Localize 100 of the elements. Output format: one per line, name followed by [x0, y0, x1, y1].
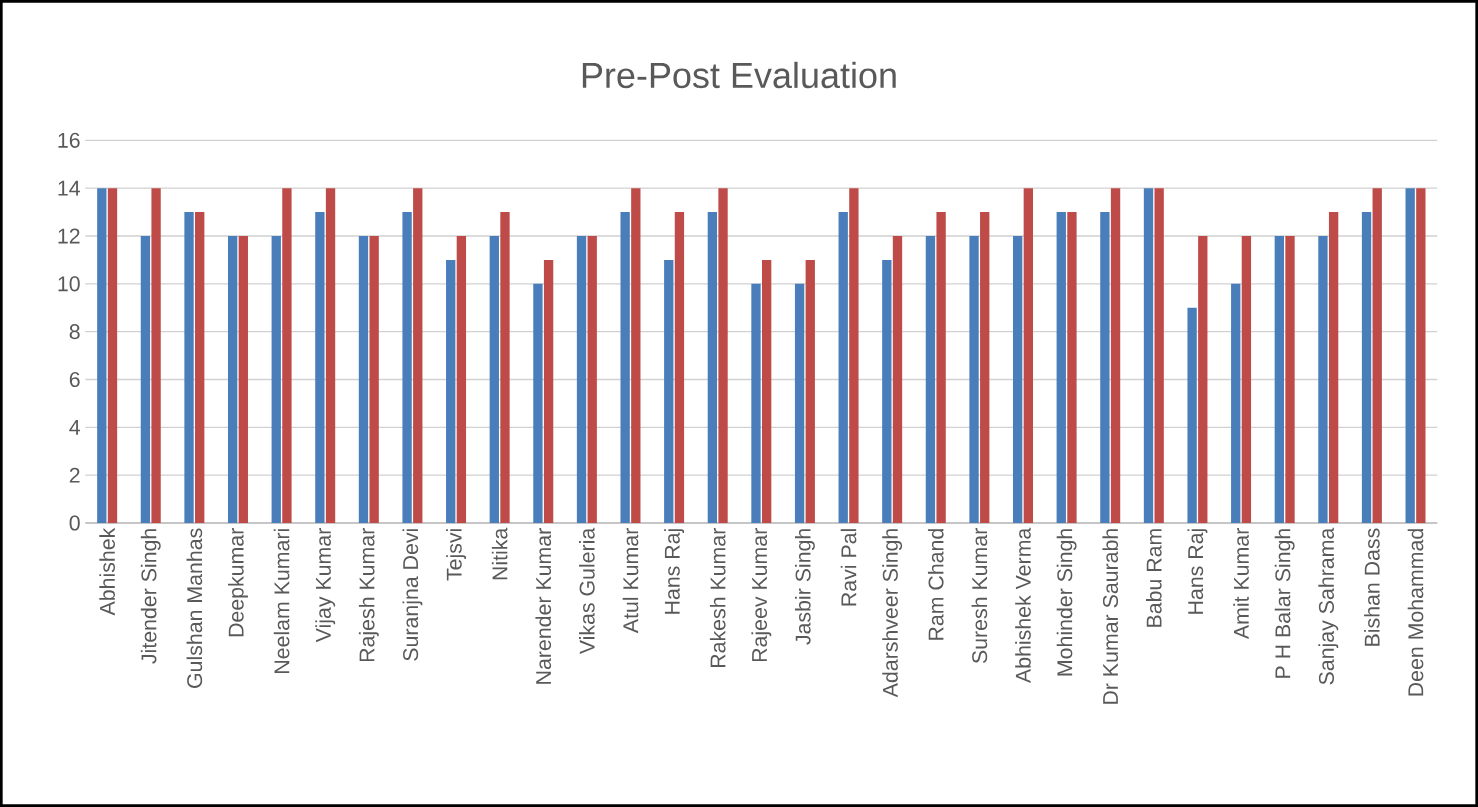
bar [1285, 236, 1295, 523]
x-tick-label: Bishan Dass [1364, 528, 1380, 646]
bar [576, 236, 587, 523]
x-tick-label: Amit Kumar [1233, 528, 1249, 640]
bar [238, 236, 248, 523]
x-tick-label: Ram Chand [927, 529, 944, 640]
bar [1067, 212, 1077, 523]
bar [1013, 236, 1023, 523]
bar [664, 259, 674, 523]
bar [587, 236, 597, 523]
bar [892, 236, 903, 523]
x-tick-label: Rajesh Kumar [358, 528, 379, 662]
bar [151, 188, 161, 523]
x-tick-label: Tejsvi [446, 529, 466, 581]
bar [620, 212, 630, 523]
bar [1241, 236, 1252, 523]
y-tick-label: 16 [58, 132, 80, 148]
bar [107, 188, 118, 523]
bar [489, 236, 499, 523]
bar [761, 259, 772, 523]
x-tick-label: Babu Ram [1146, 529, 1162, 627]
bar [282, 188, 292, 523]
bar [97, 188, 107, 523]
bar [358, 236, 369, 523]
bar [1328, 212, 1339, 523]
y-tick-label: 6 [69, 371, 80, 388]
bar [1187, 307, 1197, 523]
y-tick-label: 14 [58, 180, 80, 196]
bar [925, 236, 936, 523]
bar [936, 212, 946, 523]
bar [674, 212, 685, 523]
bar [1274, 236, 1284, 523]
bar [1231, 283, 1241, 523]
x-tick-label: Mohinder Singh [1056, 529, 1077, 676]
bar [969, 236, 979, 523]
bar [1372, 188, 1382, 523]
x-tick-label: Suranjna Devi [402, 529, 423, 661]
x-tick-label: Rajeev Kumar [751, 528, 772, 662]
x-tick-label: Nitika [491, 527, 508, 580]
bar [718, 188, 728, 523]
x-tick-label: Ravi Pal [840, 529, 857, 606]
x-tick-label: Dr Kumar Saurabh [1102, 529, 1119, 704]
x-tick-label: Suresh Kumar [971, 528, 988, 664]
bar [1405, 188, 1415, 523]
bar [849, 188, 859, 523]
bar [1154, 188, 1164, 523]
x-tick-label: Atul Kumar [622, 528, 639, 634]
bar [1023, 188, 1033, 523]
x-tick-label: Narender Kumar [535, 528, 552, 684]
bar [1100, 212, 1110, 523]
bar [543, 259, 554, 523]
bar [227, 236, 238, 523]
y-tick-label: 0 [69, 515, 80, 531]
bar [794, 283, 805, 523]
bar [751, 283, 761, 523]
x-tick-label: Vikas Guleria [579, 527, 595, 655]
x-tick-label: Deepkumar [228, 528, 248, 637]
bar [533, 283, 543, 523]
bar [805, 259, 815, 523]
x-tick-label: Hans Raj [1187, 529, 1208, 614]
bar [631, 188, 641, 523]
y-tick-label: 10 [58, 276, 80, 292]
x-tick-label: Gulshan Manhas [186, 528, 203, 688]
bar [1198, 236, 1208, 523]
bar [315, 212, 325, 523]
bar [838, 212, 848, 523]
bar [1361, 212, 1372, 523]
bar [500, 212, 510, 523]
bar [402, 212, 412, 523]
bar [1318, 236, 1328, 523]
bar [325, 188, 336, 523]
bar [195, 212, 205, 523]
x-tick-label: Deen Mohammad [1407, 529, 1424, 696]
x-tick-label: Adarshveer Singh [882, 529, 903, 698]
bar [413, 188, 423, 523]
bar [446, 259, 456, 523]
bar [1056, 212, 1066, 523]
bar [184, 212, 194, 523]
x-tick-label: Neelam Kumari [273, 529, 290, 673]
x-tick-label: Hans Raj [664, 529, 685, 614]
x-tick-label: Sanjay Sahrama [1318, 527, 1339, 685]
bar [1416, 188, 1426, 523]
bar [707, 212, 718, 523]
y-tick-label: 2 [69, 467, 80, 483]
x-tick-label: Jitender Singh [140, 529, 161, 664]
bar [1143, 188, 1154, 523]
x-tick-label: Abhishek Verma [1015, 527, 1031, 684]
bar [271, 236, 281, 523]
x-tick-label: Abhishek [99, 527, 115, 616]
y-tick-label: 8 [69, 324, 80, 340]
x-tick-label: Jasbir Singh [795, 529, 815, 645]
bar [980, 212, 990, 523]
y-tick-label: 12 [58, 228, 80, 244]
bar [1110, 188, 1121, 523]
bar [140, 236, 151, 523]
x-tick-label: Rakesh Kumar [709, 528, 726, 668]
bar [882, 259, 892, 523]
bar [456, 236, 467, 523]
bar [369, 236, 379, 523]
chart-title: Pre-Post Evaluation [582, 61, 896, 89]
